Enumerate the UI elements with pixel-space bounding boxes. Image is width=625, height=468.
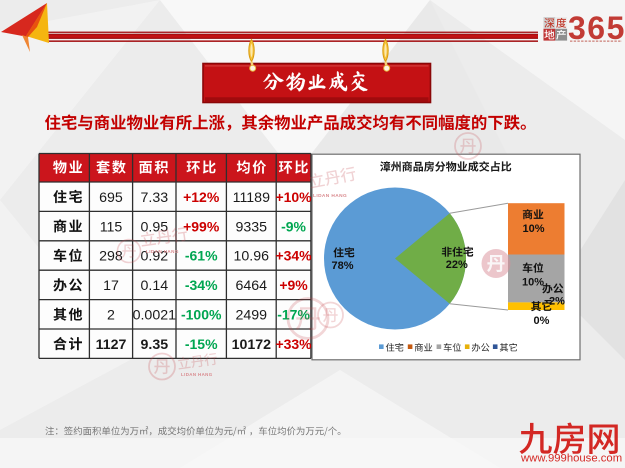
svg-text:-61%: -61% (185, 248, 218, 264)
svg-text:10.96: 10.96 (234, 249, 270, 265)
svg-text:0%: 0% (534, 315, 550, 327)
svg-text:-15%: -15% (185, 336, 218, 352)
svg-text:6464: 6464 (236, 278, 268, 294)
svg-text:115: 115 (100, 219, 123, 235)
svg-text:78%: 78% (331, 260, 353, 272)
svg-text:+34%: +34% (275, 248, 312, 264)
svg-text:10172: 10172 (232, 337, 272, 353)
svg-text:-100%: -100% (181, 307, 222, 323)
svg-text:298: 298 (99, 249, 123, 265)
svg-text:17: 17 (103, 278, 119, 294)
svg-text:LIDAN HANG: LIDAN HANG (313, 193, 347, 199)
svg-text:695: 695 (99, 190, 123, 206)
svg-text:2499: 2499 (236, 308, 268, 324)
svg-text:365: 365 (568, 10, 625, 46)
svg-text:+9%: +9% (279, 277, 308, 293)
svg-text:+99%: +99% (183, 218, 220, 234)
svg-text:7.33: 7.33 (140, 190, 168, 206)
svg-text:-9%: -9% (281, 218, 306, 234)
svg-text:10%: 10% (522, 223, 544, 235)
svg-text:www.999house.com: www.999house.com (520, 452, 622, 464)
svg-text:2: 2 (107, 308, 115, 324)
svg-text:+10%: +10% (275, 189, 312, 205)
svg-text:-34%: -34% (185, 277, 218, 293)
svg-text:+33%: +33% (275, 336, 312, 352)
svg-text:0.14: 0.14 (140, 278, 168, 294)
svg-text:0.95: 0.95 (140, 219, 168, 235)
svg-text:+12%: +12% (183, 189, 220, 205)
svg-text:22%: 22% (446, 259, 468, 271)
svg-text:2%: 2% (549, 295, 565, 307)
svg-text:LIDAN HANG: LIDAN HANG (181, 372, 213, 377)
svg-text:9.35: 9.35 (140, 337, 168, 353)
svg-text:-17%: -17% (277, 307, 310, 323)
svg-text:11189: 11189 (233, 190, 270, 206)
svg-text:1127: 1127 (96, 337, 127, 353)
svg-text:LIDAN HANG: LIDAN HANG (146, 249, 179, 254)
svg-text:10%: 10% (522, 276, 544, 288)
svg-text:0.92: 0.92 (140, 249, 168, 265)
svg-text:0.0021: 0.0021 (133, 308, 177, 324)
svg-text:9335: 9335 (236, 219, 268, 235)
